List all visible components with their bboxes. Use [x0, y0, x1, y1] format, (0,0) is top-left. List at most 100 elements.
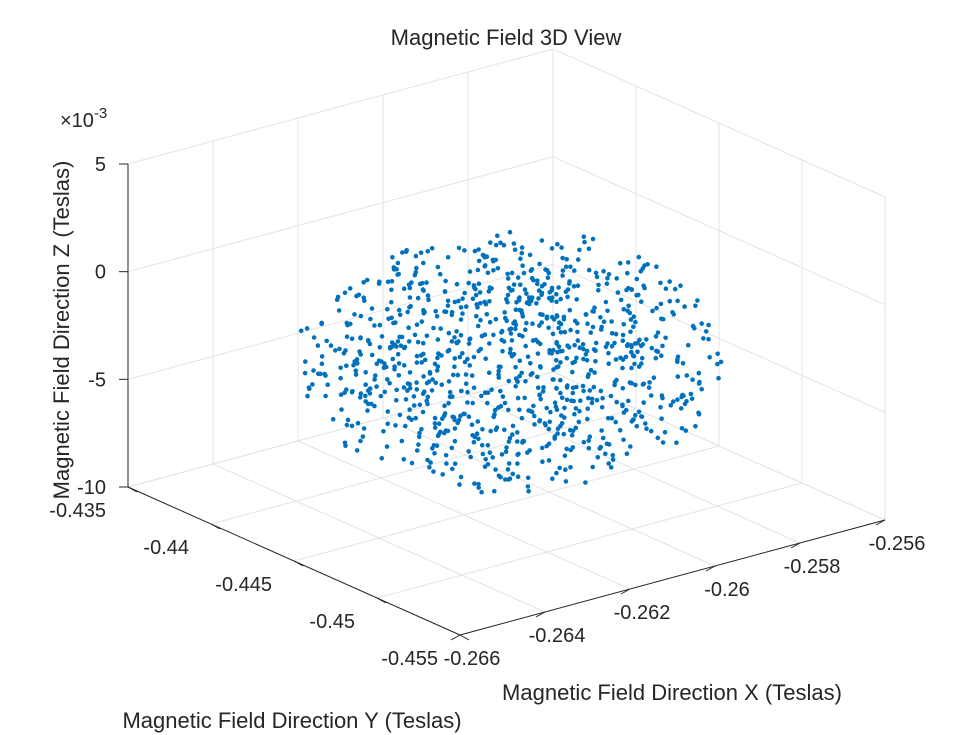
data-point: [573, 406, 579, 411]
data-point: [678, 283, 683, 289]
data-point: [570, 428, 576, 434]
data-point: [524, 291, 529, 296]
data-point: [663, 335, 668, 341]
data-point: [577, 345, 583, 351]
data-point: [634, 423, 640, 429]
data-point: [516, 296, 522, 302]
data-point: [620, 332, 626, 338]
data-point: [338, 392, 344, 398]
data-point: [449, 339, 455, 344]
data-point: [539, 445, 545, 451]
data-point: [577, 247, 582, 253]
data-point: [462, 248, 467, 253]
data-point: [476, 281, 482, 287]
data-point: [529, 267, 535, 272]
data-point: [344, 363, 349, 369]
data-point: [409, 417, 414, 423]
data-point: [659, 353, 664, 359]
data-point: [617, 260, 623, 266]
data-point: [476, 481, 481, 487]
data-point: [538, 311, 543, 317]
data-point: [427, 465, 432, 470]
data-point: [303, 359, 308, 364]
data-point: [533, 337, 539, 343]
tick-labels: -0.266 -0.264 -0.262 -0.26 -0.258 -0.256 -0.43…: [49, 154, 925, 670]
data-point: [381, 429, 386, 434]
data-point: [349, 389, 355, 395]
data-point: [454, 329, 459, 334]
data-point: [628, 329, 633, 335]
data-point: [435, 264, 441, 270]
data-point: [539, 320, 544, 325]
data-point: [654, 348, 659, 354]
data-point: [407, 370, 413, 375]
data-point: [387, 380, 392, 386]
data-point: [556, 285, 561, 290]
data-point: [569, 432, 575, 438]
data-point: [539, 292, 544, 298]
data-point: [636, 409, 642, 415]
data-point: [414, 448, 420, 453]
data-point: [463, 304, 469, 309]
data-point: [389, 340, 395, 345]
y-tick-mark: [210, 523, 221, 530]
data-point: [585, 416, 590, 422]
data-point: [496, 368, 502, 374]
data-point: [514, 439, 520, 444]
data-point: [337, 346, 342, 352]
data-point: [484, 312, 490, 317]
data-point: [644, 337, 649, 342]
data-point: [699, 386, 704, 392]
data-point: [400, 250, 405, 255]
data-point: [431, 325, 436, 331]
data-point: [685, 342, 691, 348]
data-point: [581, 346, 586, 352]
data-point: [352, 312, 357, 317]
back-wall-grid-line: [127, 48, 554, 165]
data-point: [517, 358, 523, 364]
data-point: [658, 404, 663, 410]
data-point: [629, 365, 634, 371]
data-point: [510, 423, 516, 429]
x-axis-label: Magnetic Field Direction X (Teslas): [502, 680, 842, 705]
data-point: [432, 361, 438, 367]
data-point: [397, 312, 403, 318]
data-point: [365, 408, 370, 413]
data-point: [342, 390, 347, 396]
data-point: [586, 246, 592, 252]
data-point: [472, 248, 478, 254]
data-point: [505, 299, 510, 305]
data-point: [475, 323, 481, 329]
data-point: [434, 368, 440, 373]
data-point: [556, 325, 561, 331]
data-point: [701, 336, 706, 341]
data-point: [563, 479, 569, 484]
data-point: [631, 324, 636, 330]
data-point: [452, 438, 458, 444]
data-point: [460, 311, 465, 316]
data-point: [357, 349, 362, 354]
data-point: [593, 359, 598, 364]
data-point: [338, 375, 343, 381]
data-point: [629, 349, 634, 355]
data-point: [430, 377, 435, 382]
data-point: [311, 335, 317, 340]
data-point: [504, 445, 509, 450]
data-point: [570, 445, 576, 450]
data-point: [675, 397, 680, 403]
data-point: [402, 345, 407, 351]
data-point: [513, 384, 518, 389]
data-point: [421, 288, 426, 293]
data-point: [684, 399, 689, 404]
data-point: [641, 283, 646, 289]
data-point: [592, 305, 597, 311]
data-point: [625, 342, 631, 347]
data-point: [641, 400, 646, 405]
data-point: [505, 467, 511, 472]
data-point: [546, 441, 552, 447]
data-point: [536, 296, 541, 301]
data-point: [530, 321, 535, 327]
data-point: [368, 401, 374, 407]
data-point: [527, 252, 533, 258]
data-point: [491, 268, 496, 273]
